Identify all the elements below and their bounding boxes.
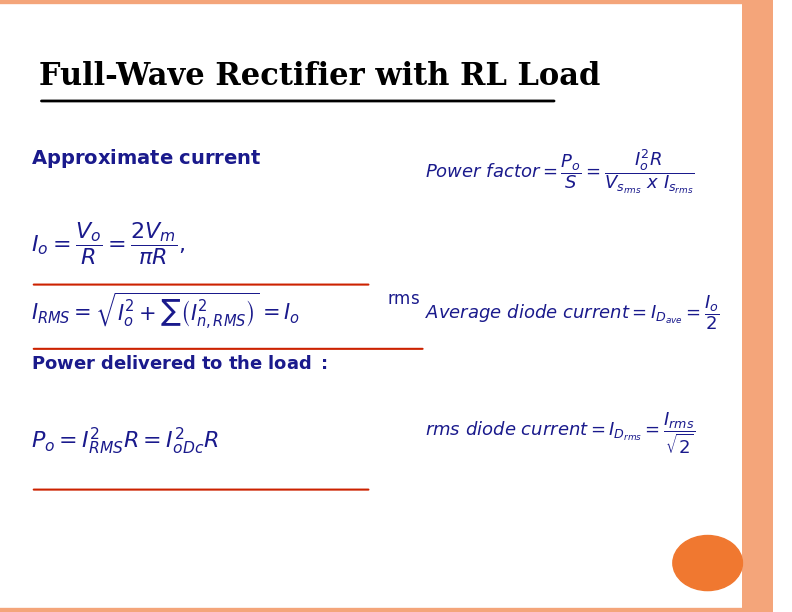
Text: $\mathbf{Power\ delivered\ to\ the\ load\ :}$: $\mathbf{Power\ delivered\ to\ the\ load… bbox=[31, 355, 328, 373]
Text: $\mathbf{Approximate\ current}$: $\mathbf{Approximate\ current}$ bbox=[31, 147, 261, 170]
Text: $I_{RMS} = \sqrt{I_o^2 + \sum\left(I_{n,RMS}^2\right)} = I_o$: $I_{RMS} = \sqrt{I_o^2 + \sum\left(I_{n,… bbox=[31, 291, 300, 332]
Text: $rms\ diode\ current = I_{D_{rms}} = \dfrac{I_{rms}}{\sqrt{2}}$: $rms\ diode\ current = I_{D_{rms}} = \df… bbox=[425, 410, 695, 456]
Text: $Power\ factor = \dfrac{P_o}{S} = \dfrac{I_o^2 R}{V_{s_{rms}}\ x\ I_{s_{rms}}}$: $Power\ factor = \dfrac{P_o}{S} = \dfrac… bbox=[425, 147, 695, 196]
Text: Full-Wave Rectifier with RL Load: Full-Wave Rectifier with RL Load bbox=[39, 61, 600, 92]
FancyBboxPatch shape bbox=[742, 0, 774, 612]
Text: $\mathrm{rms}$: $\mathrm{rms}$ bbox=[386, 291, 420, 308]
Text: $Average\ diode\ current = I_{D_{ave}} = \dfrac{I_o}{2}$: $Average\ diode\ current = I_{D_{ave}} =… bbox=[425, 294, 720, 332]
Text: $I_o = \dfrac{V_o}{R} = \dfrac{2V_m}{\pi R},$: $I_o = \dfrac{V_o}{R} = \dfrac{2V_m}{\pi… bbox=[31, 220, 185, 267]
Text: $P_o = I_{RMS}^2 R = I_{oDc}^2 R$: $P_o = I_{RMS}^2 R = I_{oDc}^2 R$ bbox=[31, 425, 219, 457]
Circle shape bbox=[673, 536, 742, 591]
